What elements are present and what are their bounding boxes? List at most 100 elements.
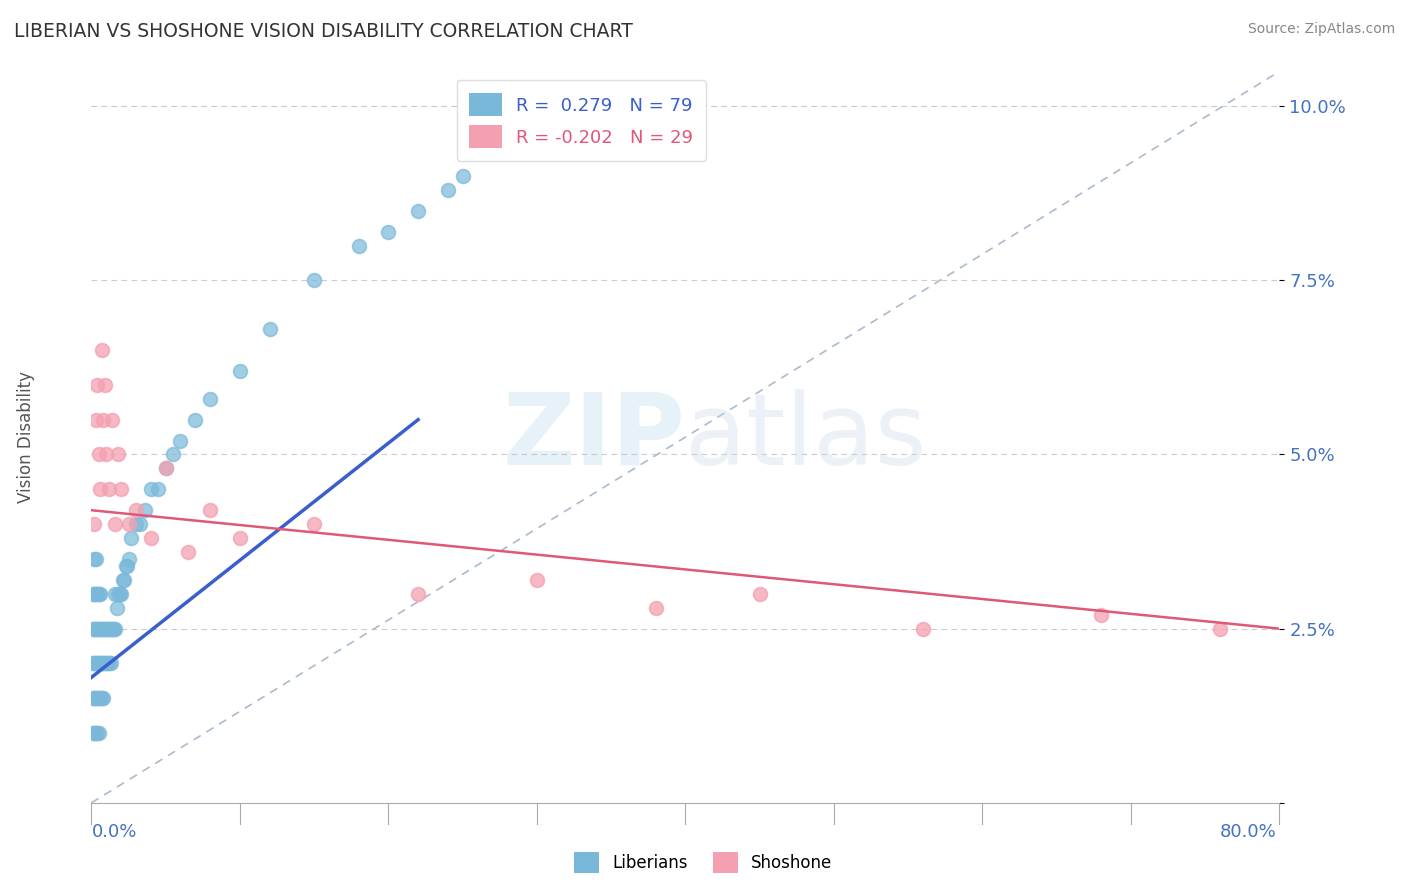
Point xyxy=(82,622,104,636)
Point xyxy=(87,587,110,601)
Legend: Liberians, Shoshone: Liberians, Shoshone xyxy=(567,846,839,880)
Point xyxy=(406,587,429,601)
Point xyxy=(91,657,114,671)
Point xyxy=(200,392,222,406)
Point xyxy=(644,600,666,615)
Point xyxy=(89,587,111,601)
Point xyxy=(101,622,124,636)
Point xyxy=(94,657,117,671)
Point xyxy=(83,622,105,636)
Point xyxy=(96,657,118,671)
Point xyxy=(83,691,105,706)
Point xyxy=(83,726,105,740)
Point xyxy=(121,531,143,545)
Point xyxy=(83,552,105,566)
Point xyxy=(134,503,156,517)
Point xyxy=(302,273,325,287)
Point xyxy=(107,448,129,462)
Point xyxy=(89,483,111,497)
Point xyxy=(101,412,124,426)
Point xyxy=(90,691,112,706)
Point xyxy=(451,169,474,183)
Point xyxy=(86,587,108,601)
Point xyxy=(100,657,122,671)
Point xyxy=(97,622,120,636)
Point xyxy=(98,622,121,636)
Point xyxy=(1209,622,1232,636)
Point xyxy=(111,573,134,587)
Point xyxy=(84,622,107,636)
Point xyxy=(84,587,107,601)
Point xyxy=(86,622,108,636)
Point xyxy=(117,517,139,532)
Point xyxy=(89,691,111,706)
Point xyxy=(84,726,107,740)
Point xyxy=(112,573,135,587)
Point xyxy=(94,377,117,392)
Point xyxy=(406,203,429,218)
Point xyxy=(87,726,110,740)
Point xyxy=(96,622,118,636)
Point xyxy=(84,552,107,566)
Point xyxy=(911,622,934,636)
Point xyxy=(148,483,170,497)
Point xyxy=(83,517,105,532)
Point xyxy=(436,183,458,197)
Point xyxy=(83,587,105,601)
Point xyxy=(86,691,108,706)
Point xyxy=(125,503,148,517)
Point xyxy=(200,503,222,517)
Point xyxy=(91,691,114,706)
Point xyxy=(377,225,399,239)
Point xyxy=(104,587,127,601)
Point xyxy=(90,343,112,357)
Point xyxy=(302,517,325,532)
Point xyxy=(82,587,104,601)
Point xyxy=(87,691,110,706)
Point xyxy=(103,622,125,636)
Text: Source: ZipAtlas.com: Source: ZipAtlas.com xyxy=(1247,22,1395,37)
Point xyxy=(91,412,114,426)
Point xyxy=(184,412,207,426)
Point xyxy=(748,587,770,601)
Point xyxy=(87,448,110,462)
Point xyxy=(155,461,177,475)
Text: 80.0%: 80.0% xyxy=(1220,822,1277,840)
Point xyxy=(96,448,118,462)
Point xyxy=(104,622,127,636)
Point xyxy=(259,322,281,336)
Point xyxy=(229,364,252,378)
Point xyxy=(90,657,112,671)
Point xyxy=(100,622,122,636)
Point xyxy=(82,726,104,740)
Point xyxy=(91,622,114,636)
Point xyxy=(129,517,152,532)
Point xyxy=(117,552,139,566)
Text: 0.0%: 0.0% xyxy=(91,822,136,840)
Point xyxy=(87,622,110,636)
Text: atlas: atlas xyxy=(685,389,927,485)
Legend: R =  0.279   N = 79, R = -0.202   N = 29: R = 0.279 N = 79, R = -0.202 N = 29 xyxy=(457,80,706,161)
Point xyxy=(115,558,138,573)
Text: LIBERIAN VS SHOSHONE VISION DISABILITY CORRELATION CHART: LIBERIAN VS SHOSHONE VISION DISABILITY C… xyxy=(14,22,633,41)
Point xyxy=(82,691,104,706)
Point xyxy=(139,483,162,497)
Point xyxy=(98,657,121,671)
Point xyxy=(114,558,136,573)
Point xyxy=(90,622,112,636)
Point xyxy=(229,531,252,545)
Point xyxy=(89,657,111,671)
Point xyxy=(155,461,177,475)
Text: Vision Disability: Vision Disability xyxy=(17,371,35,503)
Point xyxy=(110,587,132,601)
Point xyxy=(84,657,107,671)
Point xyxy=(87,657,110,671)
Point xyxy=(89,622,111,636)
Point xyxy=(83,657,105,671)
Point xyxy=(86,726,108,740)
Point xyxy=(97,657,120,671)
Point xyxy=(125,517,148,532)
Point xyxy=(104,517,127,532)
Point xyxy=(94,622,117,636)
Point xyxy=(162,448,184,462)
